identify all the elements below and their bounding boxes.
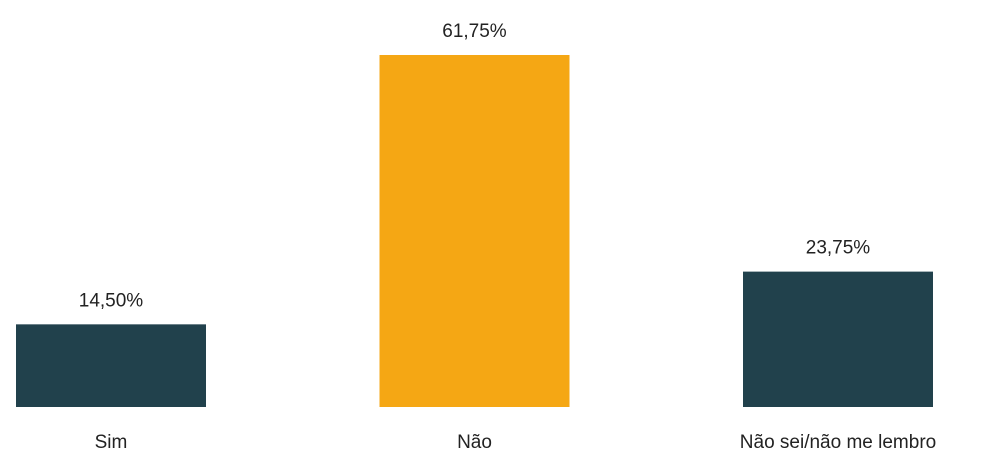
bar (16, 324, 206, 407)
value-label: 23,75% (806, 238, 871, 259)
x-tick-label: Não (457, 432, 492, 453)
bar (743, 271, 933, 407)
x-tick-label: Sim (95, 432, 128, 453)
bar (379, 55, 570, 407)
value-label: 14,50% (79, 290, 144, 311)
x-tick-label: Não sei/não me lembro (740, 432, 936, 453)
value-label: 61,75% (442, 21, 507, 42)
